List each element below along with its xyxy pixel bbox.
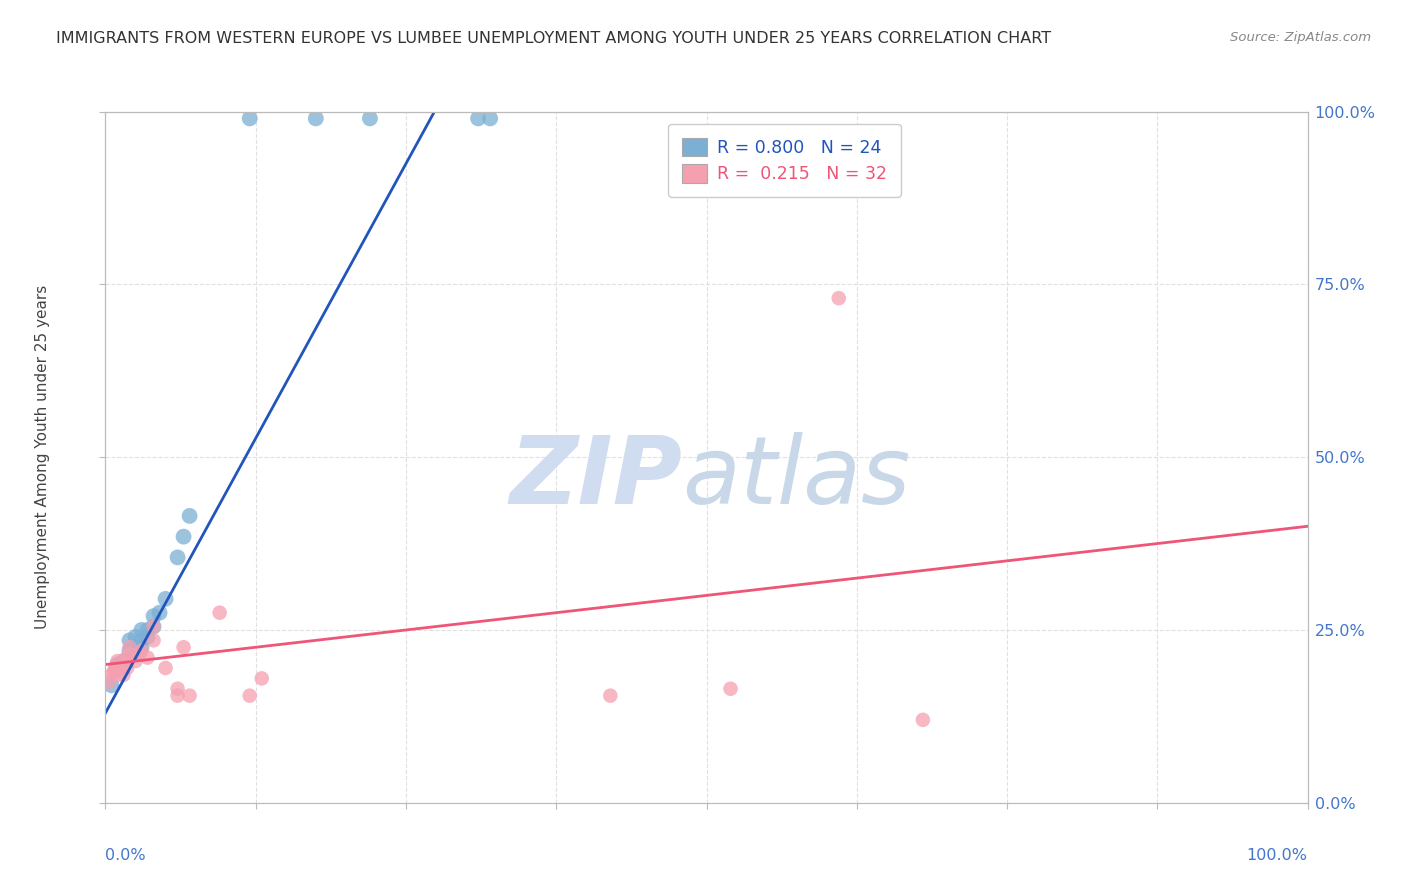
Point — [124, 630, 146, 644]
Point — [98, 674, 121, 689]
Point — [115, 661, 138, 675]
Text: ZIP: ZIP — [509, 432, 682, 524]
Point — [359, 112, 381, 126]
Point — [250, 672, 273, 686]
Text: Source: ZipAtlas.com: Source: ZipAtlas.com — [1230, 31, 1371, 45]
Point — [115, 650, 138, 665]
Point — [103, 665, 125, 679]
Point — [107, 668, 129, 682]
Point — [118, 640, 141, 655]
Point — [128, 647, 150, 661]
Point — [112, 668, 135, 682]
Point — [142, 633, 165, 648]
Text: Unemployment Among Youth under 25 years: Unemployment Among Youth under 25 years — [35, 285, 51, 629]
Text: 0.0%: 0.0% — [105, 847, 146, 863]
Point — [136, 630, 159, 644]
Point — [828, 291, 851, 305]
Point — [720, 681, 742, 696]
Point — [118, 647, 141, 661]
Point — [131, 623, 153, 637]
Point — [166, 681, 188, 696]
Point — [467, 112, 489, 126]
Point — [166, 550, 188, 565]
Text: 100.0%: 100.0% — [1247, 847, 1308, 863]
Point — [166, 689, 188, 703]
Text: IMMIGRANTS FROM WESTERN EUROPE VS LUMBEE UNEMPLOYMENT AMONG YOUTH UNDER 25 YEARS: IMMIGRANTS FROM WESTERN EUROPE VS LUMBEE… — [56, 31, 1052, 46]
Point — [911, 713, 934, 727]
Point — [155, 661, 177, 675]
Point — [136, 650, 159, 665]
Point — [100, 678, 122, 692]
Point — [118, 633, 141, 648]
Point — [142, 619, 165, 633]
Point — [107, 654, 129, 668]
Point — [118, 644, 141, 658]
Point — [179, 689, 201, 703]
Point — [112, 654, 135, 668]
Point — [239, 112, 262, 126]
Point — [173, 640, 195, 655]
Point — [131, 644, 153, 658]
Point — [131, 640, 153, 655]
Point — [599, 689, 621, 703]
Point — [105, 665, 128, 679]
Point — [142, 619, 165, 633]
Point — [208, 606, 231, 620]
Point — [108, 661, 131, 675]
Point — [239, 689, 262, 703]
Point — [155, 591, 177, 606]
Point — [305, 112, 328, 126]
Point — [148, 606, 170, 620]
Point — [142, 609, 165, 624]
Point — [100, 668, 122, 682]
Point — [124, 654, 146, 668]
Point — [112, 654, 135, 668]
Point — [173, 530, 195, 544]
Point — [104, 661, 127, 675]
Point — [136, 623, 159, 637]
Point — [131, 633, 153, 648]
Text: atlas: atlas — [682, 433, 911, 524]
Point — [179, 508, 201, 523]
Legend: R = 0.800   N = 24, R =  0.215   N = 32: R = 0.800 N = 24, R = 0.215 N = 32 — [668, 124, 901, 197]
Point — [479, 112, 502, 126]
Point — [107, 657, 129, 672]
Point — [124, 647, 146, 661]
